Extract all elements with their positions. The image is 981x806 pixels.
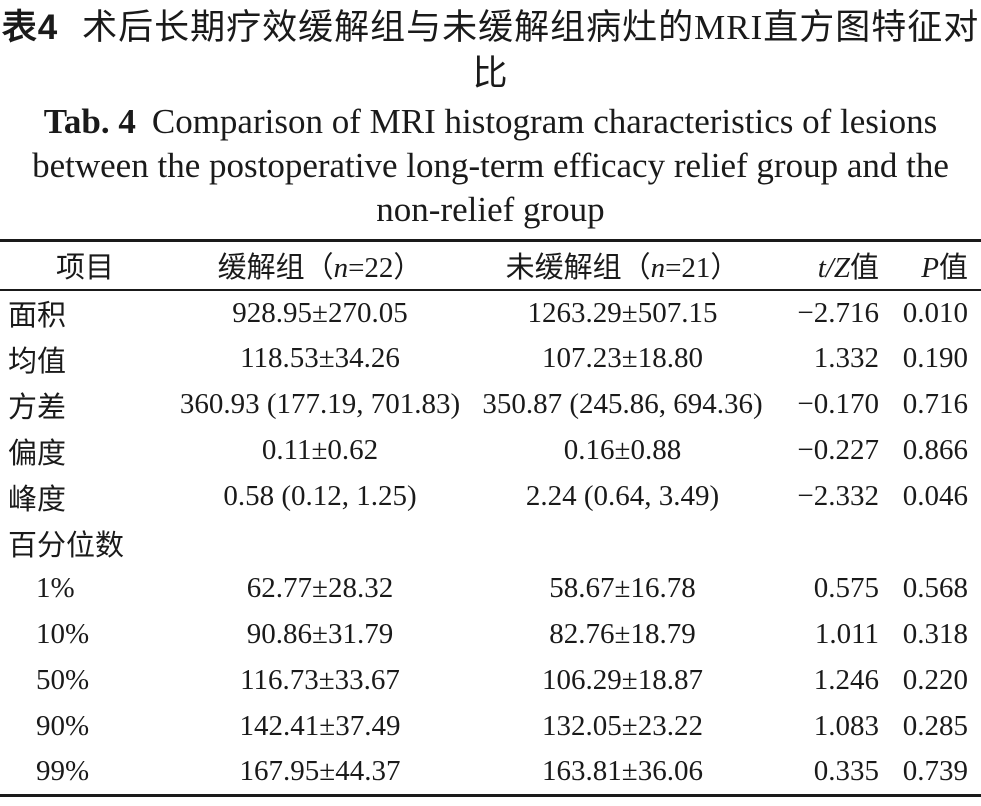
nonrelief-value: 107.23±18.80: [542, 342, 703, 374]
nonrelief-header-text: 未缓解组（: [505, 252, 651, 285]
relief-header-count: =22）: [348, 252, 423, 285]
relief-value: 118.53±34.26: [240, 342, 400, 374]
tz-value: −2.332: [797, 480, 879, 512]
col-header-tz-value: t/Z值: [775, 240, 885, 291]
table-row-area: 面积 928.95±270.05 1263.29±507.15 −2.716 0…: [0, 290, 981, 336]
table-row-p50: 50% 116.73±33.67 106.29±18.87 1.246 0.22…: [0, 658, 981, 704]
tz-value: −0.170: [797, 388, 879, 420]
table-row-p90: 90% 142.41±37.49 132.05±23.22 1.083 0.28…: [0, 704, 981, 750]
tz-value: 0.335: [813, 755, 879, 788]
relief-value: [170, 520, 470, 566]
relief-header-n: n: [333, 252, 349, 285]
nonrelief-header-count: =21）: [665, 252, 740, 285]
row-label: 1%: [36, 572, 75, 604]
row-label: 50%: [36, 664, 90, 696]
nonrelief-value: 2.24 (0.64, 3.49): [525, 480, 720, 512]
row-label: 面积: [8, 300, 67, 332]
relief-header-text: 缓解组（: [217, 252, 334, 285]
p-value: 0.010: [902, 296, 968, 329]
relief-value: 0.58 (0.12, 1.25): [223, 480, 417, 512]
p-header-suffix: 值: [938, 252, 968, 285]
nonrelief-value: 1263.29±507.15: [527, 296, 718, 329]
nonrelief-header-n: n: [650, 252, 666, 285]
row-label: 峰度: [8, 483, 67, 516]
p-value: 0.866: [902, 434, 968, 466]
relief-value: 928.95±270.05: [232, 296, 408, 329]
tz-header-symbol: t/Z: [817, 252, 850, 285]
header-row: 项目 缓解组（n=22） 未缓解组（n=21） t/Z值 P值: [0, 240, 981, 291]
p-value: 0.220: [902, 664, 968, 696]
section-label: 百分位数: [8, 529, 125, 562]
nonrelief-value: [470, 520, 775, 566]
nonrelief-value: 106.29±18.87: [542, 664, 703, 696]
tz-value: 1.246: [813, 664, 879, 696]
col-header-relief-group: 缓解组（n=22）: [170, 240, 470, 291]
table-number-en: Tab. 4: [43, 102, 136, 141]
tz-value: 1.332: [813, 342, 879, 374]
relief-value: 116.73±33.67: [240, 664, 400, 696]
p-value: 0.318: [902, 618, 968, 650]
relief-value: 142.41±37.49: [239, 710, 401, 742]
nonrelief-value: 163.81±36.06: [542, 755, 703, 788]
relief-value: 360.93 (177.19, 701.83): [179, 388, 461, 420]
table-title-zh: 表4 术后长期疗效缓解组与未缓解组病灶的MRI直方图特征对比: [0, 0, 981, 97]
p-value: 0.716: [902, 388, 968, 420]
row-label: 90%: [36, 710, 90, 742]
tz-value: [775, 520, 885, 566]
p-value: 0.046: [902, 480, 968, 512]
tz-value: 1.083: [813, 710, 879, 742]
relief-value: 90.86±31.79: [246, 618, 394, 650]
row-label: 方差: [8, 391, 67, 424]
tz-value: 1.011: [814, 618, 879, 650]
p-value: [885, 520, 981, 566]
table-row-p1: 1% 62.77±28.32 58.67±16.78 0.575 0.568: [0, 566, 981, 612]
row-label: 99%: [36, 755, 90, 788]
p-value: 0.568: [902, 572, 968, 604]
table-row-variance: 方差 360.93 (177.19, 701.83) 350.87 (245.8…: [0, 382, 981, 428]
table-row-kurtosis: 峰度 0.58 (0.12, 1.25) 2.24 (0.64, 3.49) −…: [0, 474, 981, 520]
p-value: 0.190: [902, 342, 968, 374]
col-header-p-value: P值: [885, 240, 981, 291]
nonrelief-value: 350.87 (245.86, 694.36): [482, 388, 763, 420]
mri-histogram-table: 项目 缓解组（n=22） 未缓解组（n=21） t/Z值 P值 面积 928.9…: [0, 239, 981, 797]
nonrelief-value: 0.16±0.88: [563, 434, 682, 466]
table-title-en: Tab. 4 Comparison of MRI histogram charac…: [0, 100, 981, 232]
table-row-p10: 10% 90.86±31.79 82.76±18.79 1.011 0.318: [0, 612, 981, 658]
nonrelief-value: 58.67±16.78: [549, 572, 696, 604]
p-value: 0.285: [902, 710, 968, 742]
table-row-mean: 均值 118.53±34.26 107.23±18.80 1.332 0.190: [0, 336, 981, 382]
p-value: 0.739: [902, 755, 968, 788]
tz-value: 0.575: [813, 572, 879, 604]
table-number-zh: 表4: [1, 8, 59, 47]
table-row-percentiles-section: 百分位数: [0, 520, 981, 566]
relief-value: 0.11±0.62: [261, 434, 379, 466]
nonrelief-value: 82.76±18.79: [549, 618, 696, 650]
row-label: 10%: [36, 618, 90, 650]
col-header-item: 项目: [0, 240, 170, 291]
table-row-p99: 99% 167.95±44.37 163.81±36.06 0.335 0.73…: [0, 750, 981, 796]
tz-value: −2.716: [797, 296, 879, 329]
table-title-en-text: Comparison of MRI histogram characterist…: [32, 102, 949, 229]
relief-value: 167.95±44.37: [239, 755, 401, 788]
row-label: 均值: [8, 345, 67, 378]
tz-header-suffix: 值: [849, 252, 879, 285]
nonrelief-value: 132.05±23.22: [542, 710, 703, 742]
col-header-nonrelief-group: 未缓解组（n=21）: [470, 240, 775, 291]
tz-value: −0.227: [797, 434, 879, 466]
p-header-symbol: P: [921, 252, 939, 285]
table-row-skewness: 偏度 0.11±0.62 0.16±0.88 −0.227 0.866: [0, 428, 981, 474]
row-label: 偏度: [8, 437, 67, 470]
relief-value: 62.77±28.32: [246, 572, 394, 604]
table-title-zh-text: 术后长期疗效缓解组与未缓解组病灶的MRI直方图特征对比: [82, 8, 980, 93]
